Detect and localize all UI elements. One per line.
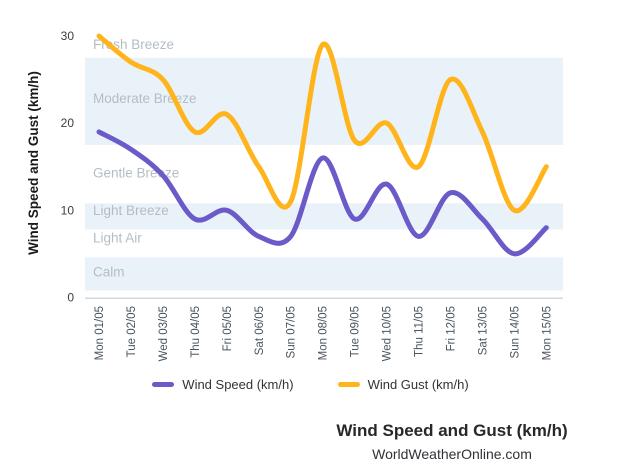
band-label: Moderate Breeze xyxy=(93,91,197,106)
chart-title: Wind Speed and Gust (km/h) xyxy=(336,421,568,440)
band-label: Light Air xyxy=(93,231,142,246)
x-axis-label: Thu 11/05 xyxy=(414,306,426,357)
series-line-wind-speed-km-h[interactable] xyxy=(96,129,549,257)
x-axis-label: Fri 12/05 xyxy=(445,306,457,351)
band-label: Calm xyxy=(93,265,125,280)
x-axis-label: Sun 07/05 xyxy=(286,306,298,358)
series-line-wind-gust-km-h[interactable] xyxy=(96,33,549,214)
chart-subtitle: WorldWeatherOnline.com xyxy=(372,446,532,462)
legend-item-wind-gust[interactable]: Wind Gust (km/h) xyxy=(337,377,469,392)
legend-label-wind-gust: Wind Gust (km/h) xyxy=(367,377,469,392)
x-axis-label: Sun 14/05 xyxy=(509,306,521,358)
plot-band xyxy=(85,203,563,230)
x-axis-label: Mon 01/05 xyxy=(94,306,106,360)
y-tick-label: 10 xyxy=(61,203,75,217)
x-axis-label: Tue 02/05 xyxy=(126,306,138,357)
y-tick-label: 0 xyxy=(67,290,74,304)
x-axis-label: Wed 03/05 xyxy=(158,306,170,361)
band-label: Light Breeze xyxy=(93,203,169,218)
x-axis-label: Wed 10/05 xyxy=(382,306,394,361)
x-axis-label: Tue 09/05 xyxy=(350,306,362,357)
x-axis-label: Sat 13/05 xyxy=(477,306,489,355)
chart-legend: Wind Speed (km/h) Wind Gust (km/h) xyxy=(0,377,621,392)
legend-item-wind-speed[interactable]: Wind Speed (km/h) xyxy=(152,377,294,392)
x-axis-label: Thu 04/05 xyxy=(190,306,202,358)
x-axis-label: Mon 15/05 xyxy=(541,306,553,360)
y-tick-label: 30 xyxy=(61,29,75,43)
x-axis-label: Sat 06/05 xyxy=(254,306,266,355)
legend-label-wind-speed: Wind Speed (km/h) xyxy=(182,377,294,392)
plot-band xyxy=(85,257,563,291)
y-tick-label: 20 xyxy=(61,116,75,130)
wind-speed-swatch-icon xyxy=(152,382,175,387)
wind-gust-swatch-icon xyxy=(337,382,360,387)
x-axis-label: Mon 08/05 xyxy=(318,306,330,360)
x-axis-label: Fri 05/05 xyxy=(222,306,234,351)
y-axis-title: Wind Speed and Gust (km/h) xyxy=(26,71,41,255)
